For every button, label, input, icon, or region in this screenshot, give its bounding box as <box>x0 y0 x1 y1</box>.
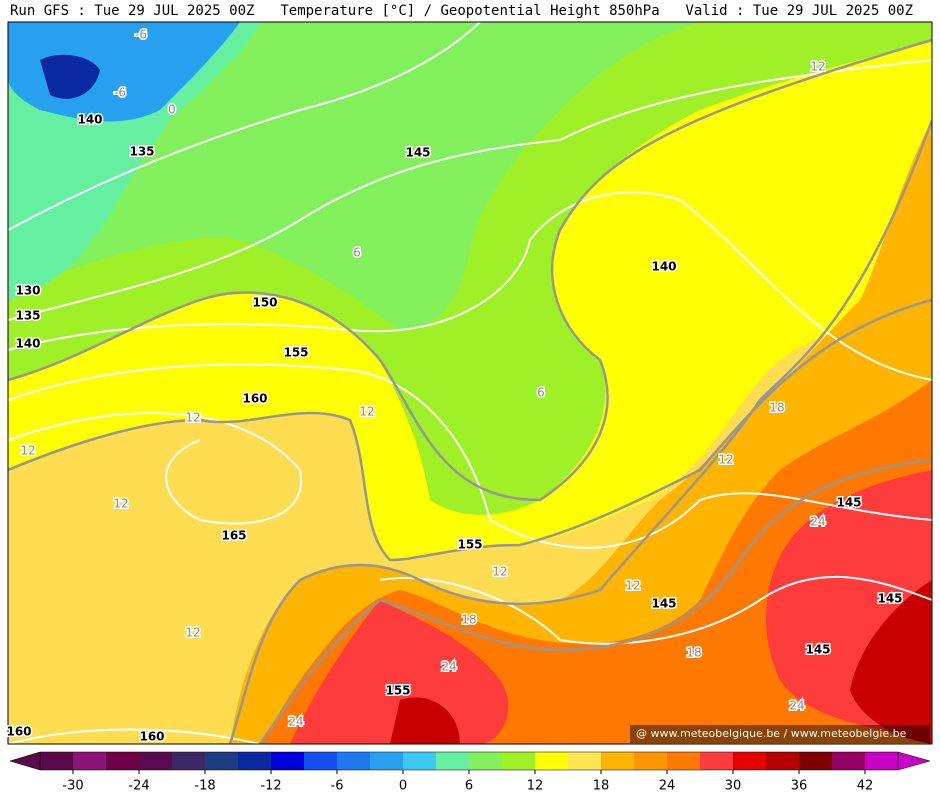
colorbar-tick-label: 36 <box>791 779 808 794</box>
colorbar-bin <box>73 752 107 770</box>
contour-label: 12 <box>185 626 200 640</box>
colorbar-tick-label: -30 <box>62 779 83 794</box>
colorbar-tick-label: -18 <box>194 779 215 794</box>
field-dark-blue <box>40 54 100 99</box>
map-frame <box>7 21 933 745</box>
colorbar-bin <box>667 752 701 770</box>
colorbar-bin <box>700 752 734 770</box>
contour-label: 24 <box>789 699 804 713</box>
colorbar-bin <box>535 752 569 770</box>
colorbar-tick-label: 24 <box>659 779 676 794</box>
colorbar-bin <box>40 752 74 770</box>
run-label: Run GFS : Tue 29 JUL 2025 00Z <box>10 3 254 19</box>
contour-label: 18 <box>461 613 476 627</box>
contour-label: 140 <box>651 260 676 274</box>
colorbar-bin <box>568 752 602 770</box>
colorbar-bin <box>436 752 470 770</box>
contour-label: -6 <box>114 86 126 100</box>
map-field <box>8 22 932 744</box>
contour-label: 12 <box>359 405 374 419</box>
contour-label: 12 <box>185 411 200 425</box>
contour-label: 12 <box>492 565 507 579</box>
contour-label: 160 <box>6 725 31 739</box>
contour-label: 6 <box>353 246 361 260</box>
colorbar-bin <box>205 752 239 770</box>
contour-label: 18 <box>769 401 784 415</box>
colorbar-bin <box>502 752 536 770</box>
colorbar-bin <box>733 752 767 770</box>
contour-label: 18 <box>686 646 701 660</box>
credit-background <box>630 725 930 743</box>
contour-label: 12 <box>20 444 35 458</box>
field-red <box>290 470 932 744</box>
colorbar-tick-label: 0 <box>399 779 407 794</box>
contour-label: 0 <box>168 103 176 117</box>
colorbar-bin <box>139 752 173 770</box>
contour-label: 6 <box>537 386 545 400</box>
colorbar-bin <box>634 752 668 770</box>
colorbar-tick-label: 42 <box>857 779 874 794</box>
colorbar: -30 -24 -18 -12 -6 0 6 12 18 24 30 36 42 <box>9 751 931 794</box>
colorbar-bin <box>403 752 437 770</box>
colorbar-bin <box>172 752 206 770</box>
field-dark-red <box>390 580 932 744</box>
colorbar-bin <box>799 752 833 770</box>
colorbar-bin <box>304 752 338 770</box>
colorbar-tick-label: 6 <box>465 779 473 794</box>
contour-label: 135 <box>129 145 154 159</box>
contour-label: 145 <box>651 597 676 611</box>
height-contours <box>8 22 932 744</box>
colorbar-tick-label: -6 <box>331 779 344 794</box>
colorbar-bin <box>238 752 272 770</box>
contour-label: 12 <box>810 60 825 74</box>
contour-label: 24 <box>441 660 456 674</box>
contour-label: 145 <box>877 592 902 606</box>
colorbar-bin <box>469 752 503 770</box>
colorbar-bin <box>766 752 800 770</box>
contour-label: 165 <box>221 529 246 543</box>
contour-label: 145 <box>836 496 861 510</box>
colorbar-tick-label: 12 <box>527 779 544 794</box>
credit: @ www.meteobelgique.be / www.meteobelgie… <box>636 727 907 740</box>
colorbar-bin <box>271 752 305 770</box>
temperature-contours <box>8 38 932 744</box>
colorbar-bin <box>106 752 140 770</box>
colorbar-bin <box>337 752 371 770</box>
colorbar-bin <box>370 752 404 770</box>
contour-label: 130 <box>15 284 40 298</box>
contour-label: 12 <box>718 453 733 467</box>
colorbar-bin <box>865 752 899 770</box>
contour-label: -6 <box>135 28 147 42</box>
contour-label: 135 <box>15 309 40 323</box>
colorbar-bin <box>832 752 866 770</box>
colorbar-high-arrow <box>897 751 931 771</box>
contour-label: 145 <box>405 146 430 160</box>
contour-label: 12 <box>113 497 128 511</box>
colorbar-tick-label: -24 <box>128 779 149 794</box>
colorbar-tick-label: 30 <box>725 779 742 794</box>
contour-label: 12 <box>625 579 640 593</box>
colorbar-bin <box>601 752 635 770</box>
colorbar-tick-label: 18 <box>593 779 610 794</box>
map-title: Temperature [°C] / Geopotential Height 8… <box>280 3 659 19</box>
contour-label: 155 <box>457 538 482 552</box>
contour-label: 145 <box>805 643 830 657</box>
contour-label: 160 <box>139 730 164 744</box>
valid-label: Valid : Tue 29 JUL 2025 00Z <box>685 3 913 19</box>
contour-label: 155 <box>283 346 308 360</box>
contour-label: 24 <box>810 515 825 529</box>
contour-label: 160 <box>242 392 267 406</box>
colorbar-tick-label: -12 <box>260 779 281 794</box>
colorbar-low-arrow <box>9 751 41 771</box>
contour-label: 140 <box>77 113 102 127</box>
contour-labels: -6 -6 0 140 135 145 12 6 130 135 140 150 155 160 12 12 1… <box>5 26 904 745</box>
contour-label: 155 <box>385 684 410 698</box>
contour-label: 150 <box>252 296 277 310</box>
contour-label: 24 <box>288 715 303 729</box>
contour-label: 140 <box>15 337 40 351</box>
